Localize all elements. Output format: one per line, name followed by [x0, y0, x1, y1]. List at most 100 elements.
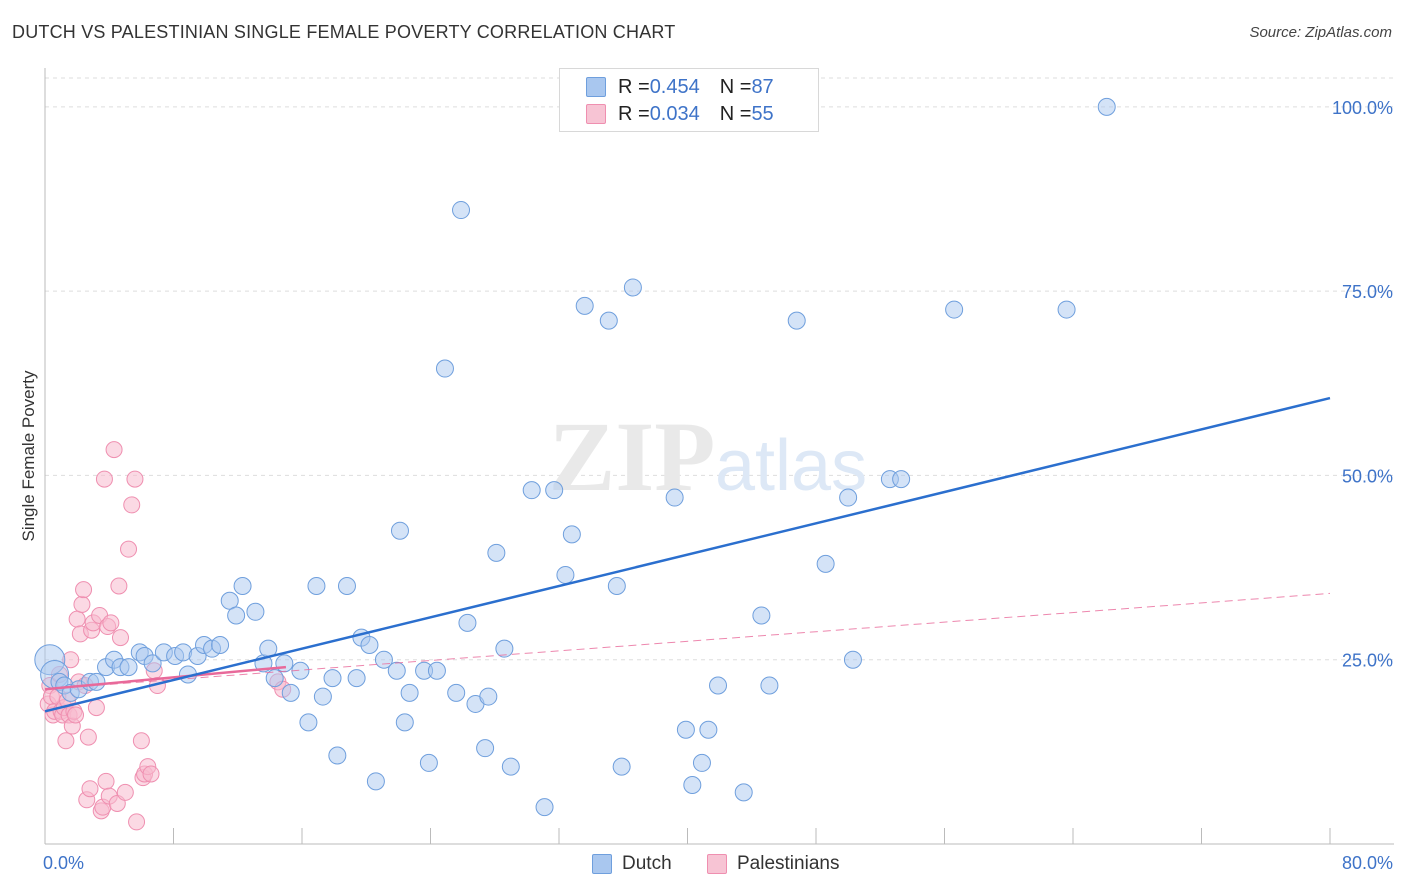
- x-tick-label: 0.0%: [43, 853, 84, 873]
- dutch-point: [752, 606, 771, 625]
- palestinians-point: [57, 732, 75, 750]
- palestinians-legend-label: Palestinians: [737, 853, 840, 874]
- y-axis-label: Single Female Poverty: [19, 370, 38, 542]
- dutch-point: [522, 481, 541, 500]
- dutch-point: [1057, 300, 1076, 319]
- palestinians-point: [126, 470, 144, 488]
- dutch-point: [366, 772, 385, 791]
- dutch-point: [227, 606, 246, 625]
- dutch-point: [607, 577, 626, 595]
- palestinians-point: [120, 540, 138, 558]
- palestinians-point: [102, 614, 120, 632]
- dutch-point: [787, 311, 806, 330]
- dutch-point: [323, 669, 342, 688]
- dutch-point: [1097, 97, 1116, 116]
- dutch-point: [299, 713, 318, 732]
- dutch-point: [119, 658, 138, 677]
- palestinians-points: [39, 441, 292, 831]
- dutch-point: [556, 565, 575, 584]
- palestinians-r-value: 0.034: [649, 102, 700, 125]
- y-tick-label: 75.0%: [1342, 282, 1393, 302]
- y-tick-label: 50.0%: [1342, 466, 1393, 486]
- palestinians-point: [97, 772, 115, 790]
- palestinians-trend-dashed: [44, 592, 1331, 690]
- dutch-point: [676, 720, 695, 739]
- axes: [44, 68, 1394, 845]
- dutch-point: [683, 776, 702, 795]
- dutch-point: [665, 488, 684, 507]
- dutch-point: [495, 639, 514, 658]
- dutch-point: [545, 481, 564, 500]
- dutch-point: [535, 798, 554, 817]
- dutch-point: [487, 543, 506, 562]
- palestinians-point: [110, 577, 128, 595]
- palestinians-point: [128, 813, 146, 831]
- dutch-point: [839, 488, 858, 507]
- dutch-point: [281, 683, 300, 702]
- dutch-point: [501, 757, 520, 776]
- dutch-trend-line: [44, 396, 1331, 713]
- trend-lines: [44, 396, 1331, 713]
- dutch-point: [419, 753, 438, 772]
- dutch-point: [265, 669, 284, 688]
- dutch-point: [435, 359, 454, 378]
- legend-item-palestinians: Palestinians: [707, 851, 839, 877]
- dutch-point: [233, 577, 252, 595]
- dutch-n-label: N =: [719, 75, 752, 98]
- dutch-r-value: 0.454: [649, 75, 700, 98]
- dutch-point: [575, 296, 594, 315]
- palestinians-point: [73, 595, 91, 613]
- dutch-point: [328, 746, 347, 765]
- dutch-point: [447, 683, 466, 702]
- dutch-point: [347, 669, 366, 688]
- palestinians-legend-swatch: [707, 854, 727, 874]
- watermark-zip: ZIP: [549, 401, 716, 512]
- dutch-point: [337, 577, 356, 595]
- dutch-point: [479, 687, 498, 706]
- dutch-point: [760, 676, 779, 695]
- dutch-point: [562, 525, 581, 544]
- dutch-point: [892, 470, 911, 489]
- palestinians-point: [67, 706, 85, 724]
- dutch-point: [87, 672, 106, 691]
- dutch-point: [390, 521, 409, 540]
- legend-row-dutch: R = 0.454 N = 87: [586, 75, 774, 99]
- dutch-n-value: 87: [751, 75, 774, 98]
- dutch-point: [734, 783, 753, 802]
- y-tick-label: 100.0%: [1332, 98, 1393, 118]
- dutch-r-label: R =: [618, 75, 650, 98]
- palestinians-point: [68, 610, 86, 628]
- legend-item-dutch: Dutch: [592, 851, 672, 877]
- gridlines: [45, 77, 1394, 661]
- dutch-point: [452, 201, 471, 220]
- palestinians-point: [116, 783, 134, 801]
- dutch-point: [476, 739, 495, 758]
- dutch-point: [211, 635, 230, 654]
- dutch-point: [945, 300, 964, 319]
- dutch-point: [458, 613, 477, 632]
- palestinians-point: [123, 496, 141, 514]
- source-credit: Source: ZipAtlas.com: [1249, 24, 1392, 41]
- dutch-point: [275, 654, 294, 673]
- palestinians-trend-line: [44, 665, 287, 691]
- dutch-point: [816, 554, 835, 573]
- dutch-point: [427, 661, 446, 680]
- palestinians-r-label: R =: [618, 102, 650, 125]
- dutch-point: [599, 311, 618, 330]
- dutch-swatch: [586, 77, 606, 97]
- dutch-point: [623, 278, 642, 297]
- dutch-point: [246, 602, 265, 621]
- palestinians-point: [87, 699, 105, 717]
- y-tick-label: 25.0%: [1342, 651, 1393, 671]
- chart-title: DUTCH VS PALESTINIAN SINGLE FEMALE POVER…: [12, 22, 676, 42]
- palestinians-point: [111, 629, 129, 647]
- palestinians-n-label: N =: [719, 102, 752, 125]
- palestinians-point: [132, 732, 150, 750]
- palestinians-point: [81, 780, 99, 798]
- dutch-point: [307, 577, 326, 595]
- palestinians-point: [95, 470, 113, 488]
- dutch-point: [143, 654, 162, 673]
- tick-labels: 25.0% 50.0% 75.0% 100.0% 0.0% 80.0%: [43, 98, 1393, 873]
- dutch-point: [709, 676, 728, 695]
